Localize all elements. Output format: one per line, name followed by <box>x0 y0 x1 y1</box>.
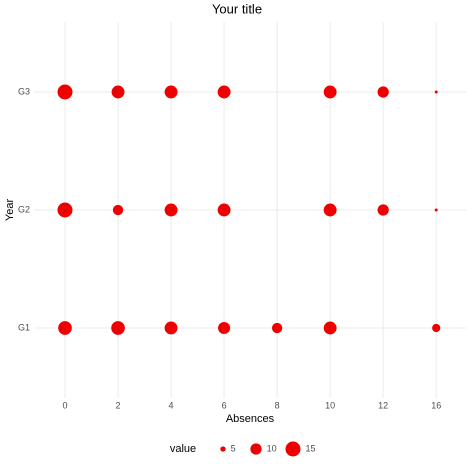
y-tick-label: G1 <box>18 322 30 332</box>
x-tick-label: 8 <box>275 400 280 410</box>
y-tick-label: G2 <box>18 204 30 214</box>
legend-title: value <box>170 443 196 455</box>
bubble <box>271 322 283 334</box>
x-tick-label: 6 <box>222 400 227 410</box>
bubble <box>377 86 389 98</box>
bubble <box>377 204 389 216</box>
bubble <box>57 202 73 218</box>
legend-label: 10 <box>267 443 277 453</box>
bubble <box>58 321 72 335</box>
bubble <box>111 85 125 99</box>
bubble <box>111 321 125 335</box>
legend-key <box>250 443 262 455</box>
bubble <box>323 203 337 217</box>
bubble <box>434 208 438 212</box>
legend-key <box>285 441 301 457</box>
bubble <box>323 85 337 99</box>
bubble <box>164 85 178 99</box>
bubble <box>57 84 73 100</box>
x-axis-label: Absences <box>226 413 275 425</box>
bubble <box>164 321 178 335</box>
bubble <box>217 203 231 217</box>
legend-key <box>220 446 226 452</box>
bubble <box>112 204 124 216</box>
x-tick-label: 10 <box>325 400 335 410</box>
bubble <box>217 85 231 99</box>
chart-title: Your title <box>212 1 262 16</box>
x-tick-label: 16 <box>431 400 441 410</box>
bubble <box>434 90 438 94</box>
x-tick-label: 4 <box>169 400 174 410</box>
x-tick-label: 0 <box>62 400 67 410</box>
bubble <box>432 323 441 333</box>
bubble <box>164 203 178 217</box>
legend-label: 15 <box>306 443 316 453</box>
legend-label: 5 <box>231 443 236 453</box>
x-tick-label: 2 <box>116 400 121 410</box>
y-axis-label: Year <box>4 199 16 222</box>
bubble <box>218 321 231 335</box>
bubble <box>323 321 337 335</box>
y-tick-label: G3 <box>18 86 30 96</box>
x-tick-label: 12 <box>378 400 388 410</box>
